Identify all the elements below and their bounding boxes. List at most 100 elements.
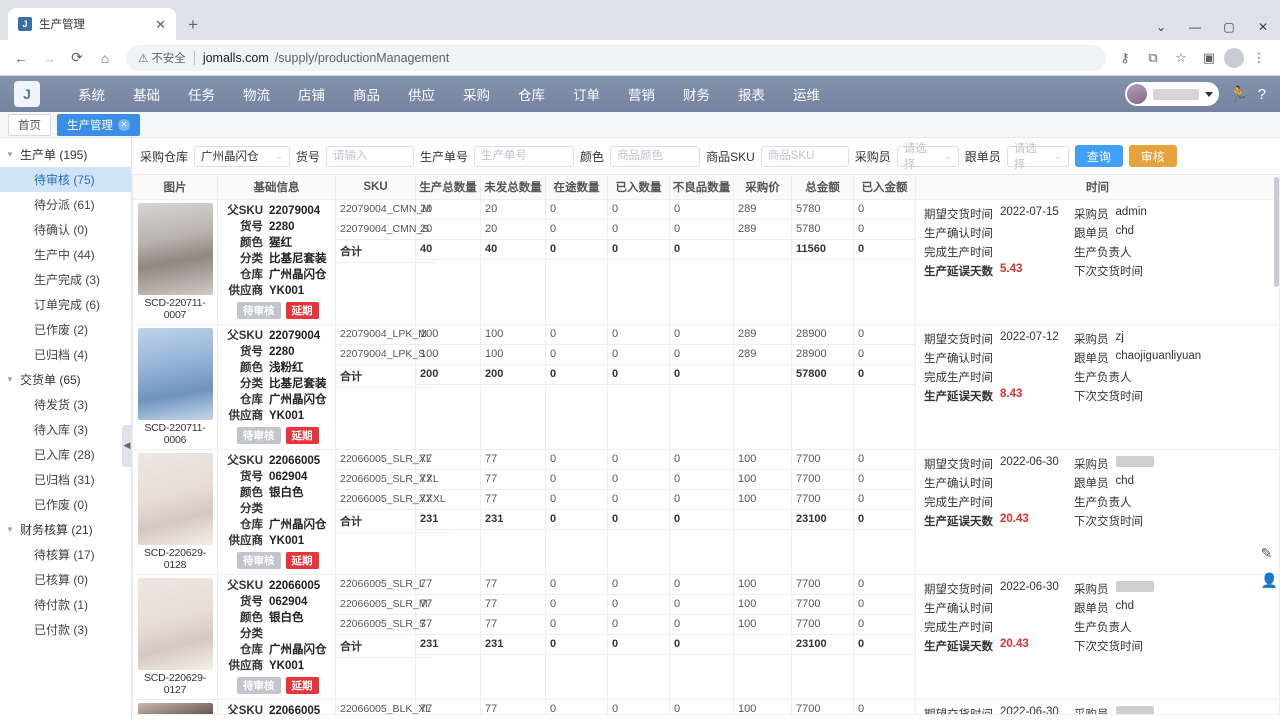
minimize-button[interactable]: — xyxy=(1189,20,1201,34)
itemno-input[interactable] xyxy=(326,145,415,167)
product-thumbnail[interactable] xyxy=(138,702,213,714)
nav-item-13[interactable]: 运维 xyxy=(793,88,820,104)
follower-select[interactable]: 请选择 ⌄ xyxy=(1006,143,1069,171)
sidebar-item-0-5[interactable]: 订单完成 (6) xyxy=(34,298,101,312)
status-badges: 待审核 延期 xyxy=(223,551,330,569)
app-logo[interactable]: J xyxy=(14,81,40,107)
color-input[interactable] xyxy=(610,145,701,167)
time-key: 完成生产时间 xyxy=(924,496,993,509)
split-screen-icon[interactable]: ▣ xyxy=(1202,49,1216,65)
tab-home[interactable]: 首页 xyxy=(8,113,51,136)
table-row[interactable]: SCD-220711-0007 父SKU 22079004 货号 2280 颜色 猩红 分类比… xyxy=(132,198,1280,325)
product-thumbnail[interactable] xyxy=(138,327,213,420)
warehouse-select[interactable]: 广州晶闪仓 ⌄ xyxy=(194,145,291,167)
close-icon[interactable]: ✕ xyxy=(155,16,166,32)
sidebar-item-0-1[interactable]: 待分派 (61) xyxy=(34,198,95,212)
sidebar-item-0-7[interactable]: 已归档 (4) xyxy=(34,348,89,362)
window-close-button[interactable]: ✕ xyxy=(1257,20,1269,34)
new-tab-button[interactable]: + xyxy=(188,15,198,34)
col-sku-cell: 22066005_BLK_XL22066005_BLK_XXL22066005_… xyxy=(335,698,450,714)
nav-item-9[interactable]: 订单 xyxy=(573,88,600,104)
time-value xyxy=(1115,455,1154,472)
orderno-input[interactable] xyxy=(474,145,575,167)
tree-group-0[interactable]: ▼ 生产单 (195) xyxy=(0,142,131,167)
audit-button[interactable]: 审核 xyxy=(1128,145,1177,167)
pin-icon[interactable]: ✎ xyxy=(1260,545,1273,561)
nav-item-10[interactable]: 营销 xyxy=(628,88,655,104)
query-button[interactable]: 查询 xyxy=(1074,145,1123,167)
not-secure-badge[interactable]: ⚠ 不安全 xyxy=(138,50,186,66)
table-row[interactable]: SCD-220711-0006 父SKU 22079004 货号 2280 颜色 浅粉红 分类… xyxy=(132,323,1280,450)
sidebar-item-2-0[interactable]: 待核算 (17) xyxy=(34,548,95,562)
table-row[interactable]: SCD-220629-0128 父SKU 22066005 货号 062904 颜色 银白色… xyxy=(132,448,1280,575)
total-cell-paid: 0 xyxy=(854,364,915,385)
profile-avatar-icon[interactable] xyxy=(1224,47,1244,68)
chevron-down-icon[interactable]: ⌄ xyxy=(1155,20,1167,34)
sidebar-item-1-1[interactable]: 待入库 (3) xyxy=(34,423,89,437)
help-icon[interactable]: ? xyxy=(1257,85,1266,103)
table-row[interactable]: SCD-220629-0126父SKU22066005货号062904颜色纯黑分… xyxy=(132,698,1280,714)
table-scrollbar[interactable] xyxy=(1273,175,1280,714)
sku-label: 商品SKU xyxy=(706,149,755,164)
user-menu[interactable] xyxy=(1124,82,1219,106)
tab-production-management[interactable]: 生产管理 ✕ xyxy=(57,113,140,136)
sku-cell-defect: 0 xyxy=(670,324,733,345)
sku-cell-sku: 22079004_CMN_S xyxy=(336,219,436,240)
sidebar-item-2-3[interactable]: 已付款 (3) xyxy=(34,623,89,637)
url-host: jomalls.com xyxy=(202,50,269,65)
sidebar-item-1-2[interactable]: 已入库 (28) xyxy=(34,448,95,462)
maximize-button[interactable]: ▢ xyxy=(1223,20,1235,34)
sidebar-item-0-3[interactable]: 生产中 (44) xyxy=(34,248,95,262)
forward-icon[interactable]: → xyxy=(42,49,56,66)
sidebar-item-0-2[interactable]: 待确认 (0) xyxy=(34,223,89,237)
tree-group-2[interactable]: ▼ 财务核算 (21) xyxy=(0,517,131,542)
sidebar-item-2-1[interactable]: 已核算 (0) xyxy=(34,573,89,587)
sidebar-item-0-4[interactable]: 生产完成 (3) xyxy=(34,273,101,287)
nav-item-12[interactable]: 报表 xyxy=(738,88,765,104)
nav-item-7[interactable]: 采购 xyxy=(463,88,490,104)
sidebar-item-0-6[interactable]: 已作废 (2) xyxy=(34,323,89,337)
sku-cell-received: 0 xyxy=(608,199,669,220)
sku-cell-received: 0 xyxy=(608,614,669,635)
run-icon[interactable]: 🏃 xyxy=(1228,86,1248,103)
nav-item-4[interactable]: 店铺 xyxy=(298,88,325,104)
product-thumbnail[interactable] xyxy=(138,202,213,295)
key-icon[interactable]: ⚷ xyxy=(1120,49,1130,65)
sku-input[interactable] xyxy=(760,145,849,167)
person-icon[interactable]: 👤 xyxy=(1260,572,1278,588)
time-value: zj xyxy=(1115,330,1124,343)
close-icon[interactable]: ✕ xyxy=(118,118,130,131)
sidebar-item-2-2[interactable]: 待付款 (1) xyxy=(34,598,89,612)
nav-item-11[interactable]: 财务 xyxy=(683,88,710,104)
sidebar-item-0-0[interactable]: 待审核 (75) xyxy=(0,167,131,192)
sidebar-item-1-4[interactable]: 已作废 (0) xyxy=(34,498,89,512)
bookmark-star-icon[interactable]: ☆ xyxy=(1175,49,1187,65)
reload-icon[interactable]: ⟳ xyxy=(71,49,83,65)
tree-group-1[interactable]: ▼ 交货单 (65) xyxy=(0,367,131,392)
buyer-select[interactable]: 请选择 ⌄ xyxy=(896,143,959,171)
nav-item-1[interactable]: 基础 xyxy=(133,88,160,104)
home-icon[interactable]: ⌂ xyxy=(100,49,110,66)
nav-item-2[interactable]: 任务 xyxy=(188,88,215,104)
divider xyxy=(193,50,195,65)
browser-tab[interactable]: J 生产管理 ✕ xyxy=(8,8,176,40)
browser-menu-icon[interactable]: ⋮ xyxy=(1252,49,1266,65)
sidebar-item-1-0[interactable]: 待发货 (3) xyxy=(34,398,89,412)
time-key: 下次交货时间 xyxy=(1074,640,1143,653)
product-thumbnail[interactable] xyxy=(138,452,213,545)
sku-cell-qty: 77 xyxy=(416,469,480,490)
nav-item-0[interactable]: 系统 xyxy=(78,88,105,104)
nav-item-6[interactable]: 供应 xyxy=(408,88,435,104)
extension-puzzle-icon[interactable]: ⧉ xyxy=(1148,49,1158,65)
nav-item-5[interactable]: 商品 xyxy=(353,88,380,104)
sku-cell-paid: 0 xyxy=(854,574,915,595)
product-thumbnail[interactable] xyxy=(138,577,213,670)
url-input[interactable]: ⚠ 不安全 jomalls.com/supply/productionManag… xyxy=(126,44,1106,71)
nav-item-8[interactable]: 仓库 xyxy=(518,88,545,104)
back-icon[interactable]: ← xyxy=(14,49,28,66)
table-row[interactable]: SCD-220629-0127 父SKU 22066005 货号 062904 颜色 银白色… xyxy=(132,573,1280,700)
nav-item-3[interactable]: 物流 xyxy=(243,88,270,104)
sidebar-item-1-3[interactable]: 已归档 (31) xyxy=(34,473,95,487)
sidebar-collapse-handle[interactable]: ◀ xyxy=(122,424,131,467)
